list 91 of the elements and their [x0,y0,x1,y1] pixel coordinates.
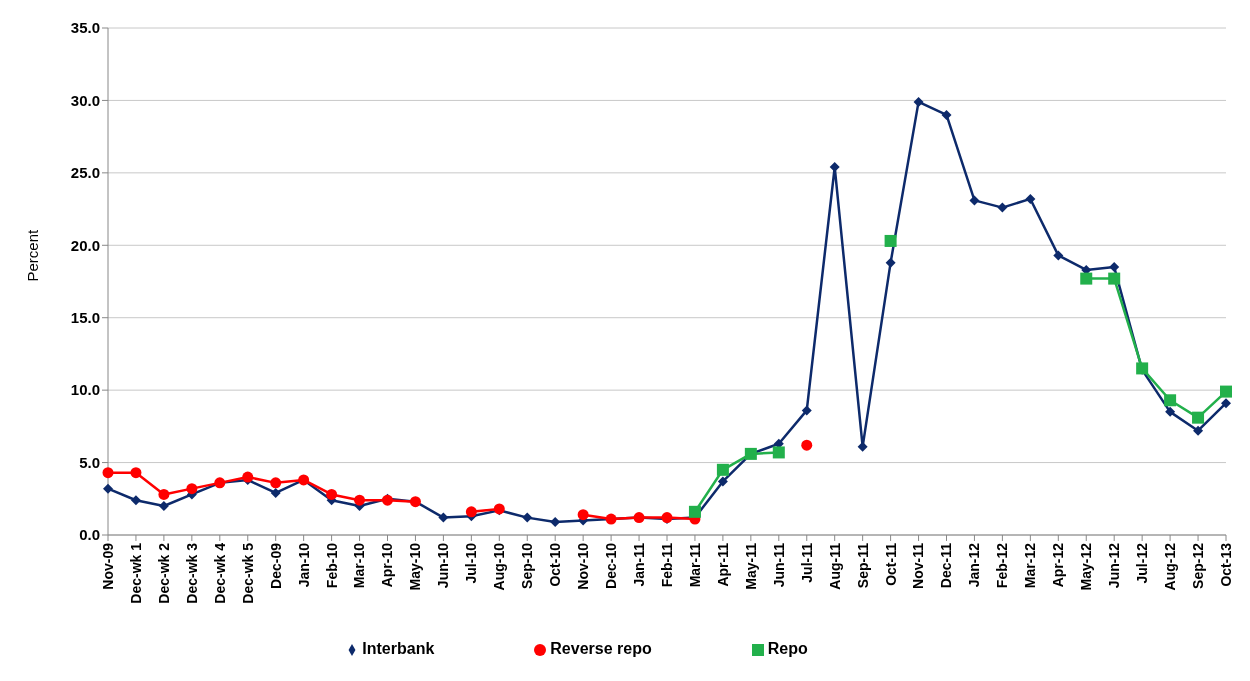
x-tick-label: Sep-12 [1189,542,1206,589]
point [913,96,924,107]
point [716,463,729,476]
x-tick-label: May-11 [742,542,759,590]
x-tick-label: Jan-11 [630,542,647,587]
point [465,506,477,518]
y-tick-label: 20.0 [70,236,100,254]
x-tick-label: Nov-11 [910,542,927,589]
x-tick-label: Dec-11 [938,542,955,589]
point [354,494,366,506]
x-tick-label: Feb-10 [323,542,340,589]
point [1108,272,1121,285]
point [158,501,169,512]
point [103,483,113,494]
y-tick-label: 10.0 [70,381,100,399]
x-tick-label: Dec-wk 4 [211,542,228,604]
point [1025,193,1036,204]
point [1080,272,1093,285]
point [969,195,980,206]
y-tick-label: 15.0 [70,309,100,327]
x-tick-label: Aug-12 [1162,542,1179,591]
x-tick-label: Oct-13 [1217,542,1234,587]
point [1164,394,1177,407]
point [1109,262,1120,273]
x-tick-label: Jan-10 [295,542,312,588]
x-tick-label: Apr-11 [714,542,731,587]
x-tick-label: Aug-10 [491,542,508,591]
x-tick-label: Jun-12 [1106,542,1123,589]
x-tick-label: Mar-11 [686,542,703,588]
point [772,446,785,459]
x-tick-label: Mar-10 [351,542,368,589]
x-tick-label: Dec-10 [603,542,620,589]
point [688,505,701,518]
legend-label: Interbank [362,640,435,657]
x-tick-label: Jun-11 [770,542,787,588]
point [438,512,449,523]
point [717,476,728,487]
x-tick-label: Dec-wk 1 [127,542,144,604]
point [577,509,589,521]
point [186,483,198,495]
x-tick-label: Aug-11 [826,542,843,590]
point [130,467,142,479]
point [1165,406,1176,417]
x-tick-label: Sep-10 [519,542,536,589]
point [270,487,281,498]
x-tick-label: Jul-12 [1134,542,1151,584]
point [102,467,114,479]
x-tick-label: Sep-11 [854,542,871,589]
point [326,488,338,500]
x-tick-label: Dec-wk 2 [155,542,172,604]
x-tick-label: Oct-11 [882,542,899,586]
y-tick-label: 0.0 [79,526,100,544]
point [1192,411,1205,424]
point [801,405,812,416]
point [885,257,896,268]
x-tick-label: Nov-09 [99,542,116,590]
x-tick-label: Dec-wk 3 [183,542,200,604]
x-tick-label: Jun-10 [435,542,452,589]
x-tick-label: Nov-10 [575,542,592,590]
x-tick-label: Apr-10 [379,542,396,588]
point [1220,385,1232,398]
point [130,495,141,506]
point [1193,425,1204,436]
x-tick-label: Jan-12 [966,542,983,588]
x-tick-label: Jul-11 [798,542,815,583]
point [158,488,170,500]
point [522,512,533,523]
x-tick-label: Feb-12 [994,542,1011,589]
point [270,477,282,489]
y-tick-label: 25.0 [70,164,100,182]
x-tick-label: Dec-wk 5 [239,542,256,604]
point [941,109,952,120]
y-tick-label: 5.0 [79,453,100,471]
legend-label: Repo [767,640,808,657]
point [1053,250,1064,261]
x-tick-label: Mar-12 [1022,542,1039,589]
x-tick-label: Dec-09 [267,542,284,589]
y-tick-label: 30.0 [70,91,100,109]
x-tick-label: Apr-12 [1050,542,1067,588]
x-tick-label: Oct-10 [547,542,564,587]
x-tick-label: Jul-10 [463,542,480,584]
point [801,439,813,451]
point [997,202,1008,213]
x-tick-label: May-12 [1078,542,1095,591]
y-axis-title: Percent [24,228,42,282]
y-tick-label: 35.0 [70,19,100,37]
point [884,234,897,247]
x-tick-label: Feb-11 [658,542,675,588]
x-tick-label: May-10 [407,542,424,591]
point [1221,398,1231,409]
legend-label: Reverse repo [550,640,652,657]
